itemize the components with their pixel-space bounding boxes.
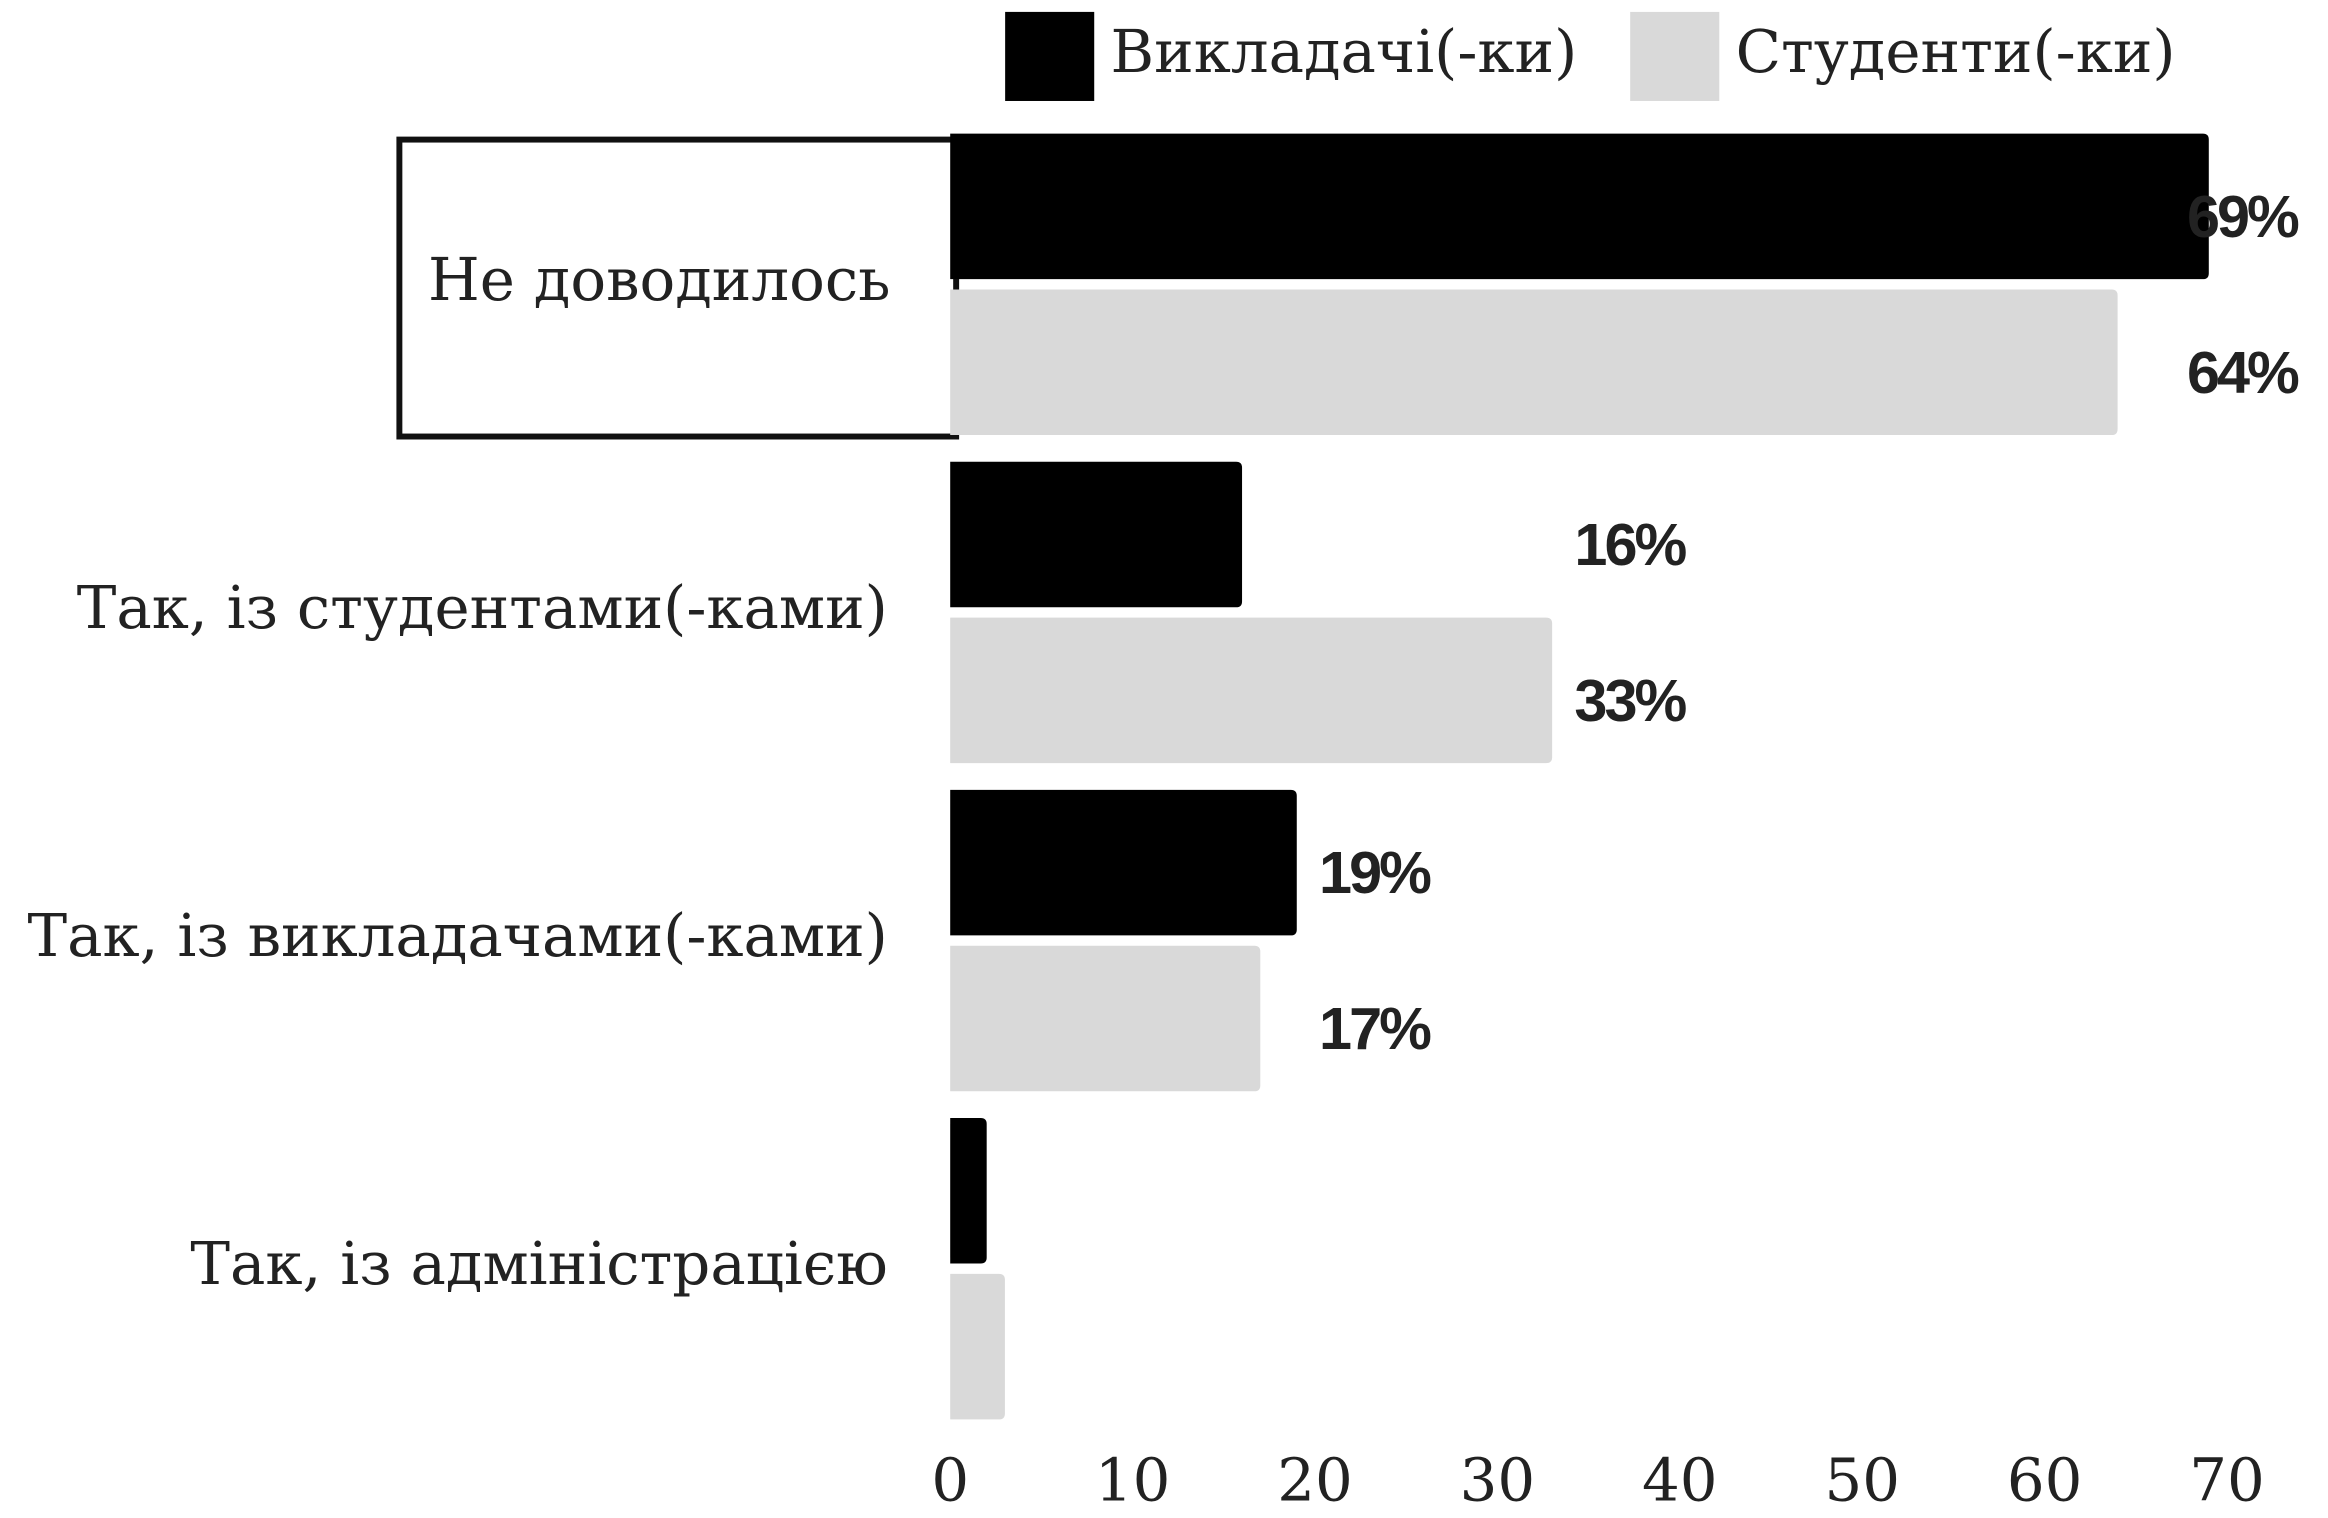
x-tick-label: 50: [1824, 1446, 1900, 1515]
bar: [950, 133, 2209, 280]
value-label: 33%: [1574, 667, 1686, 734]
category-label: Так, із студентами(-ками): [77, 574, 888, 643]
category-label: Так, із викладачами(-ками): [27, 902, 887, 971]
x-tick-label: 30: [1460, 1446, 1536, 1515]
value-label: 17%: [1319, 995, 1431, 1062]
category-label: Не доводилось: [428, 246, 890, 315]
x-tick-label: 10: [1095, 1446, 1171, 1515]
category-label: Так, із адміністрацією: [190, 1230, 887, 1299]
bar: [950, 461, 1243, 608]
value-label: 16%: [1574, 511, 1686, 578]
bar: [950, 1273, 1005, 1420]
bar: [950, 789, 1297, 936]
x-tick-label: 20: [1277, 1446, 1353, 1515]
highlight-box: [396, 136, 960, 440]
legend-swatch: [1630, 11, 1720, 101]
bar: [950, 945, 1261, 1092]
legend-swatch: [1005, 11, 1095, 101]
legend-label: Викладачі(-ки): [1111, 18, 1578, 87]
bar: [950, 1117, 987, 1264]
x-tick-label: 60: [2007, 1446, 2083, 1515]
bar: [950, 617, 1553, 764]
x-tick-label: 0: [931, 1446, 969, 1515]
x-tick-label: 40: [1642, 1446, 1718, 1515]
x-tick-label: 70: [2189, 1446, 2265, 1515]
legend-label: Студенти(-ки): [1736, 18, 2176, 87]
value-label: 69%: [2187, 183, 2299, 250]
value-label: 64%: [2187, 339, 2299, 406]
bar: [950, 289, 2118, 436]
value-label: 19%: [1319, 839, 1431, 906]
